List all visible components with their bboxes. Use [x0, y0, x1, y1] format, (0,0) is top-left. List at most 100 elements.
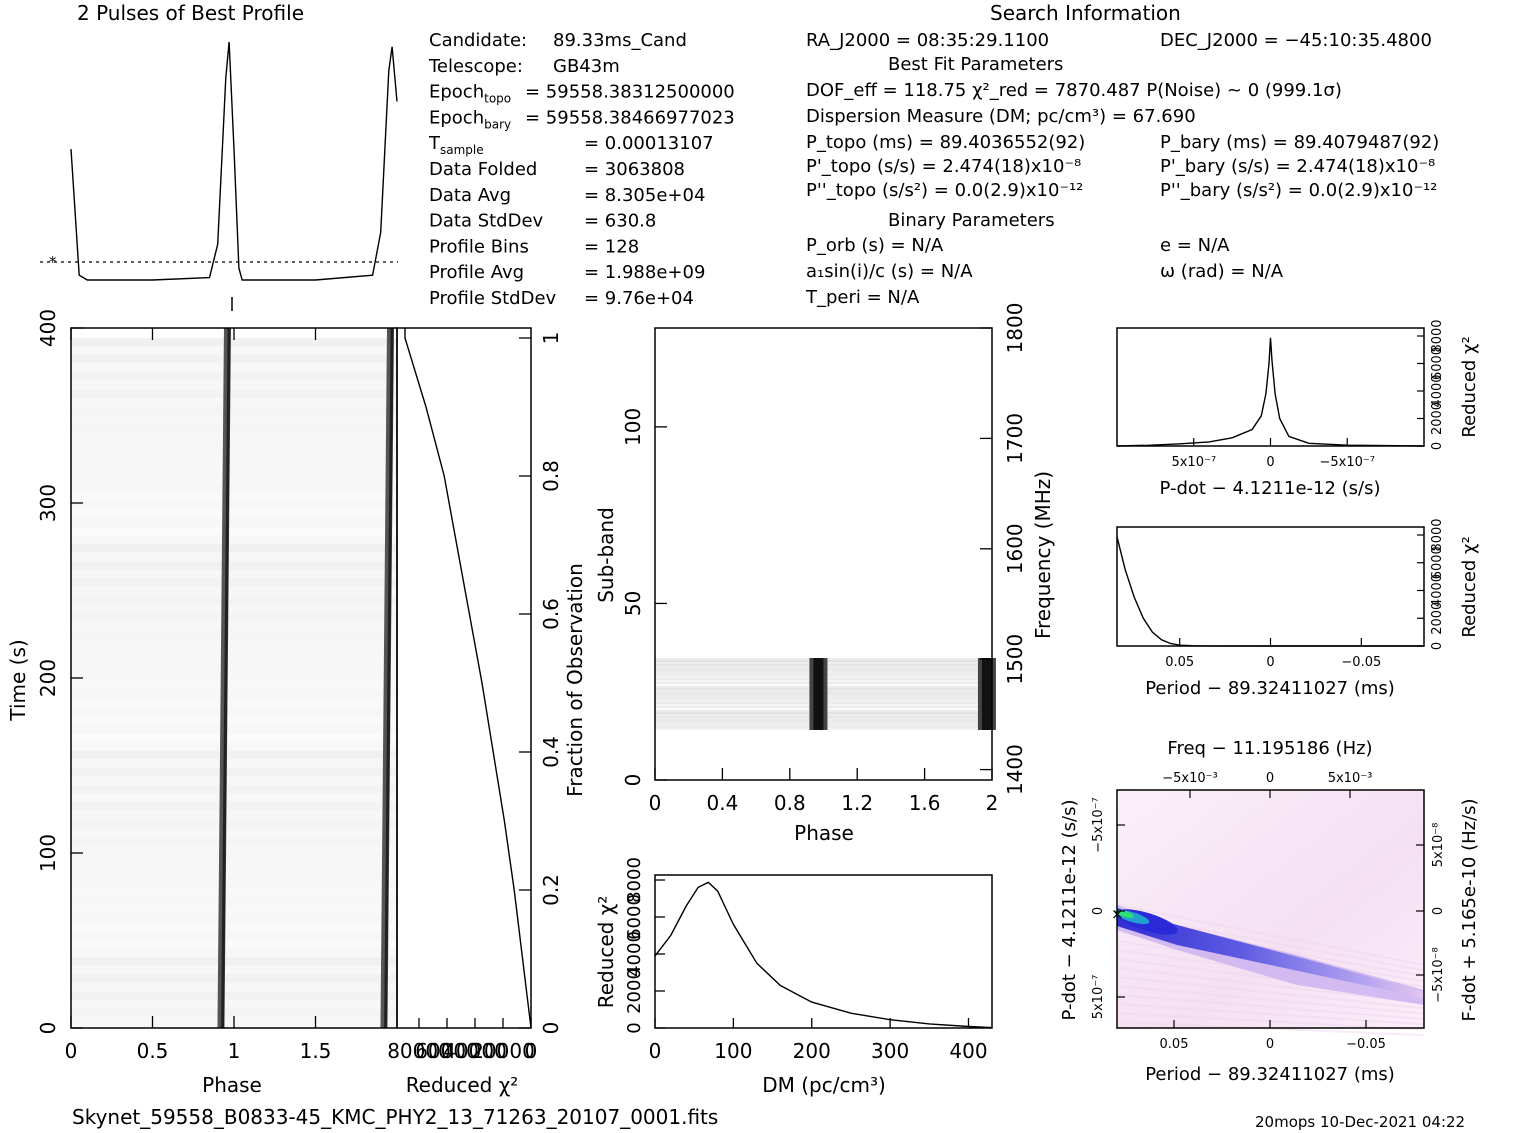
cand-value: = 59558.38466977023 [525, 107, 735, 128]
time-stripe [71, 1008, 397, 1017]
cand-label-sub: bary [484, 117, 511, 131]
time-stripe [71, 733, 397, 742]
plane-streak [1116, 976, 1425, 1010]
cand-value: = 1.988e+09 [584, 262, 705, 283]
cand-value: = 630.8 [584, 211, 656, 232]
ytick-label: 0.4 [539, 736, 563, 768]
pdot-bary-value: P'_bary (s/s) = 2.474(18)x10⁻⁸ [1160, 156, 1435, 177]
period-curve [1116, 536, 1424, 647]
cand-label-sub: topo [484, 92, 511, 106]
ytick-label: 200 [36, 659, 60, 697]
time-stripe [71, 647, 397, 656]
time-phase-xlabel: Phase [202, 1073, 262, 1097]
chi2-time-curve [404, 328, 532, 1029]
pddot-topo-value: P''_topo (s/s²) = 0.0(2.9)x10⁻¹² [806, 180, 1083, 201]
search-info: RA_J2000 = 08:35:29.1100 DEC_J2000 = −45… [805, 30, 1439, 308]
ytick-label: 2000 [624, 968, 645, 1014]
dm-frame [654, 874, 993, 1029]
time-stripe [71, 389, 397, 398]
time-stripe [71, 596, 397, 604]
dm-curve [654, 881, 993, 1029]
xtick-label: 0.05 [1160, 1037, 1189, 1052]
ytick-label: 0 [621, 774, 645, 787]
ytick-label: 4000 [1430, 574, 1445, 607]
cand-label: Epochbary [429, 107, 511, 131]
pulse-track-1 [221, 327, 231, 1029]
time-stripe [71, 957, 397, 966]
ytick-label: 0 [624, 1022, 645, 1033]
ytick-label: 0 [36, 1022, 60, 1035]
cand-label: Profile Avg [429, 262, 524, 283]
subband-y2label: Frequency (MHz) [1031, 471, 1055, 639]
xtick-label: 100 [714, 1039, 752, 1063]
chi2-time-frame [396, 327, 532, 1029]
time-stripe [71, 613, 397, 622]
ytick-label: 6000 [1430, 347, 1445, 380]
ytick-label: 0 [539, 1022, 563, 1035]
ytick-label: 0 [1091, 907, 1106, 915]
y2tick-label: 1500 [1003, 634, 1027, 685]
xtick-label: 2 [986, 791, 999, 815]
plane-peak-center [1116, 910, 1134, 918]
p-bary-value: P_bary (ms) = 89.4079487(92) [1160, 132, 1439, 153]
ytick-label: 1 [539, 332, 563, 345]
y2tick-label: 1800 [1003, 303, 1027, 354]
xtick-label: 0 [649, 1039, 662, 1063]
ytick-label: 2000 [1430, 402, 1445, 435]
xtick-label: 400 [949, 1039, 987, 1063]
subband-ticks: 0 0.4 0.8 1.2 1.6 2 0 50 100 1400 1500 1600 1700 1800 [621, 303, 1027, 815]
dm-value: Dispersion Measure (DM; pc/cm³) = 67.690 [806, 106, 1196, 127]
xtick-label: 0 [525, 1039, 538, 1063]
ytick-label: 2000 [1430, 602, 1445, 635]
time-stripe [71, 527, 397, 536]
ytick-label: 0 [1430, 642, 1445, 650]
time-stripe [71, 836, 397, 845]
y2tick-label: −5x10⁻⁸ [1431, 947, 1446, 1002]
cand-label: Epochtopo [429, 82, 511, 106]
pdot-ylabel: Reduced χ² [1459, 336, 1480, 437]
a1-value: a₁sin(i)/c (s) = N/A [806, 261, 973, 282]
p-topo-value: P_topo (ms) = 89.4036552(92) [806, 132, 1085, 153]
pulse-track-1-halo [217, 327, 231, 1029]
subband-frame [654, 327, 993, 781]
cand-label-sub: sample [440, 143, 484, 157]
cand-value: = 128 [584, 236, 639, 257]
x2tick-label: 0 [1266, 771, 1274, 786]
time-stripe [71, 905, 397, 914]
time-phase-ylabel: Time (s) [6, 639, 30, 721]
time-stripe [71, 458, 397, 467]
xtick-label: 0.5 [137, 1039, 169, 1063]
xtick-label: 0 [1266, 1037, 1274, 1052]
ytick-label: 0 [1430, 442, 1445, 450]
xtick-label: −5x10⁻⁷ [1320, 455, 1375, 470]
ecc-value: e = N/A [1160, 235, 1230, 256]
plane-streak [1116, 1003, 1425, 1026]
time-stripe [71, 922, 397, 931]
candidate-info: Candidate: 89.33ms_Cand Telescope: GB43m Epo… [428, 30, 735, 309]
tperi-value: T_peri = N/A [805, 287, 920, 308]
xtick-label: 60000 [415, 1039, 479, 1063]
time-stripe [71, 406, 397, 415]
footer-filename: Skynet_59558_B0833-45_KMC_PHY2_13_71263_… [72, 1105, 718, 1129]
cand-value: = 3063808 [584, 159, 685, 180]
time-stripe [71, 492, 397, 501]
ytick-label: 4000 [624, 931, 645, 977]
profile-curve [70, 41, 398, 281]
ytick-label: 4000 [1430, 374, 1445, 407]
ytick-label: 8000 [624, 857, 645, 903]
xtick-label: 1.5 [300, 1039, 332, 1063]
subband-xlabel: Phase [794, 821, 854, 845]
time-stripe [71, 750, 397, 759]
xtick-label: 300 [871, 1039, 909, 1063]
xtick-label: 1 [228, 1039, 241, 1063]
search-info-title: Search Information [990, 1, 1181, 25]
ytick-label: 5x10⁻⁷ [1091, 975, 1106, 1020]
cand-label: Data StdDev [429, 211, 544, 232]
subband-ylabel: Sub-band [594, 507, 618, 603]
cand-label: Data Avg [429, 185, 511, 206]
